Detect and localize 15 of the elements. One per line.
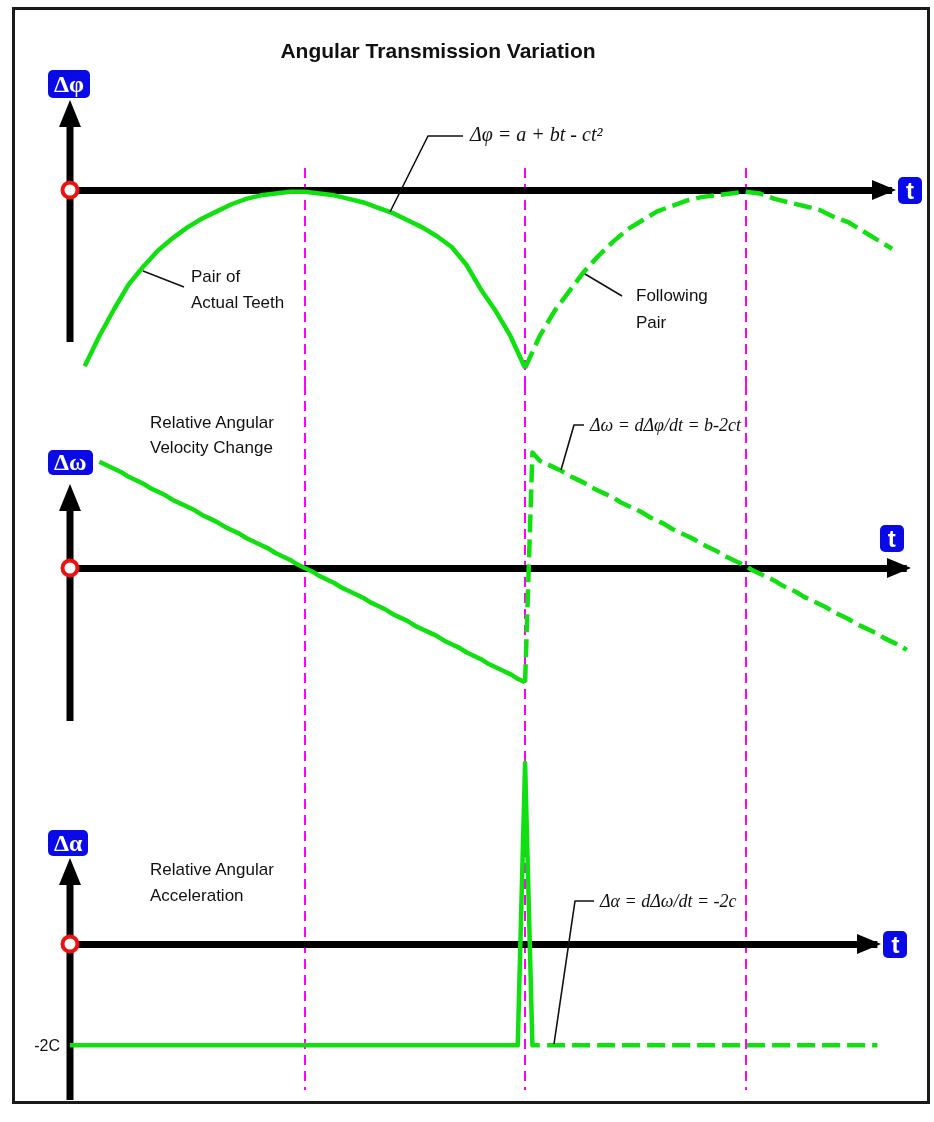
chart-title: Angular Transmission Variation [280, 38, 596, 62]
text: Δω = dΔφ/dt = b-2ct [590, 414, 742, 437]
chart-title: Relative Angular Velocity Change [150, 413, 275, 457]
text: Relative Angular Acceleration [150, 859, 275, 905]
y-axis-title: Δα [48, 830, 89, 856]
annotation: Following Pair [636, 285, 708, 334]
annotation: Pair of Actual Teeth [191, 266, 285, 314]
x-axis-title: t [883, 930, 908, 958]
y-axis-title: Δφ [48, 70, 91, 98]
y-axis-title: Δω [48, 449, 93, 475]
text: Δφ = a + bt - ct² [470, 122, 603, 147]
x-axis-title: t [898, 176, 923, 204]
x-axis-title: t [879, 524, 904, 552]
text: -2C [34, 1036, 60, 1056]
annotation: Δα = dΔω/dt = -2c [600, 890, 737, 913]
